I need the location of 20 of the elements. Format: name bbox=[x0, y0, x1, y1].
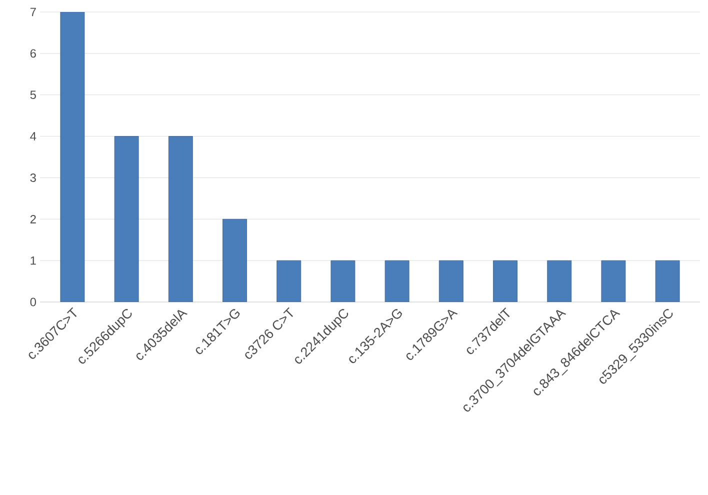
y-tick-label: 2 bbox=[30, 214, 36, 224]
y-tick-label: 3 bbox=[30, 173, 36, 182]
y-tick-label: 6 bbox=[30, 49, 36, 58]
bar bbox=[438, 260, 464, 302]
bar bbox=[655, 260, 680, 302]
bar bbox=[493, 260, 518, 302]
bar bbox=[276, 260, 302, 302]
y-tick-label: 5 bbox=[30, 90, 36, 100]
bar bbox=[330, 260, 356, 302]
bar bbox=[222, 218, 247, 302]
bar bbox=[384, 260, 410, 302]
bar bbox=[168, 136, 193, 302]
bar bbox=[547, 260, 572, 302]
y-tick-label: 1 bbox=[30, 256, 36, 265]
y-tick-label: 7 bbox=[30, 8, 36, 16]
bar bbox=[114, 136, 139, 302]
bar bbox=[601, 260, 626, 302]
bar bbox=[60, 12, 85, 302]
y-tick-label: 4 bbox=[30, 132, 36, 140]
y-tick-label: 0 bbox=[30, 298, 36, 306]
